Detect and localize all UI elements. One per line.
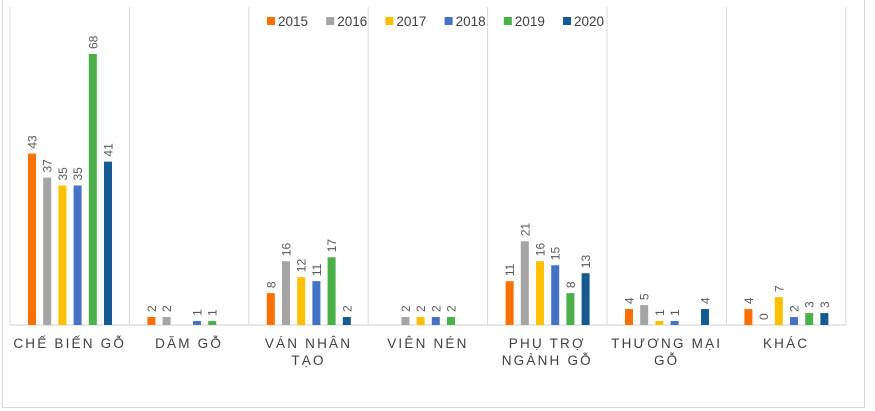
bar-2018 [790,317,798,325]
data-label: 5 [638,293,652,300]
data-label: 11 [310,263,324,276]
data-label: 21 [518,223,532,237]
bar-2020 [701,309,709,325]
data-label: 37 [41,159,55,173]
data-label: 1 [206,309,220,316]
data-label: 2 [340,305,354,312]
category-label: TẠO [291,353,325,368]
data-label: 4 [699,297,713,304]
category-label: VÁN NHÂN [265,336,352,351]
category-label: CHẾ BIẾN GỖ [13,336,126,351]
legend-label: 2017 [396,14,426,29]
category-label: KHÁC [763,336,809,351]
bar-2019 [805,313,814,325]
bar-2018 [431,317,440,325]
bar-2016 [520,241,529,325]
bar-2017 [655,321,664,325]
data-label: 1 [653,309,667,316]
data-label: 0 [757,313,771,320]
data-label: 1 [191,309,205,316]
bar-2020 [104,161,112,325]
data-label: 2 [429,305,443,312]
bar-2018 [193,321,201,325]
data-label: 35 [71,167,85,181]
bar-2018 [551,265,560,325]
legend-swatch-2015 [267,17,275,25]
bar-2015 [625,309,633,325]
bar-2016 [162,317,171,325]
bar-2016 [401,317,410,325]
data-label: 68 [86,35,100,49]
legend-label: 2020 [574,14,604,29]
bar-2017 [297,277,306,325]
data-label: 17 [325,239,339,253]
bar-2017 [58,185,67,325]
legend-swatch-2019 [503,17,512,25]
data-label: 3 [803,301,817,308]
data-label: 35 [56,167,70,181]
legend-label: 2015 [278,14,308,29]
data-label: 16 [280,243,294,257]
bar-2015 [147,317,156,325]
data-label: 2 [160,305,174,312]
data-label: 13 [579,255,593,269]
category-label: GỖ [654,353,679,368]
bar-2018 [670,321,679,325]
bar-2020 [820,313,829,325]
bar-2020 [342,317,351,325]
data-label: 4 [623,297,637,304]
bar-2015 [266,293,275,325]
bar-2017 [774,297,783,325]
bar-2019 [447,317,455,325]
data-label: 2 [788,305,802,312]
bar-2016 [43,177,52,325]
data-label: 1 [668,309,682,316]
data-label: 7 [772,285,786,292]
data-label: 12 [295,259,309,273]
category-label: VIÊN NÉN [387,336,468,351]
bar-2016 [640,305,649,325]
category-label: NGÀNH GỖ [502,353,593,368]
data-label: 2 [145,305,159,312]
data-label: 8 [264,281,278,288]
data-label: 15 [549,247,563,261]
bar-2017 [416,317,425,325]
legend-swatch-2020 [563,17,571,25]
legend-label: 2019 [515,14,545,29]
data-label: 16 [534,243,548,257]
bar-2015 [505,281,514,325]
data-label: 4 [742,297,756,304]
data-label: 2 [414,305,428,312]
bar-2018 [312,281,321,325]
bar-2015 [744,309,753,325]
data-label: 3 [818,301,832,308]
chart-frame [2,0,865,408]
legend-label: 2018 [456,14,486,29]
category-label: THƯƠNG MẠI [611,336,722,351]
data-label: 8 [564,281,578,288]
bar-2019 [208,321,217,325]
legend-label: 2016 [337,14,367,29]
bar-2019 [566,293,575,325]
bar-2019 [327,257,336,325]
data-label: 41 [102,143,116,157]
legend-swatch-2016 [326,17,335,25]
data-label: 2 [399,305,413,312]
legend-swatch-2018 [444,17,453,25]
data-label: 2 [445,305,459,312]
legend-swatch-2017 [385,17,394,25]
data-label: 43 [26,135,40,149]
bar-2017 [536,261,544,325]
bar-2016 [282,261,290,325]
category-label: DĂM GỖ [155,336,223,351]
bar-2020 [581,273,590,325]
data-label: 11 [503,263,517,276]
bar-2015 [28,153,36,325]
bar-2018 [73,185,82,325]
bar-2019 [88,54,97,325]
category-label: PHỤ TRỢ [509,336,586,351]
